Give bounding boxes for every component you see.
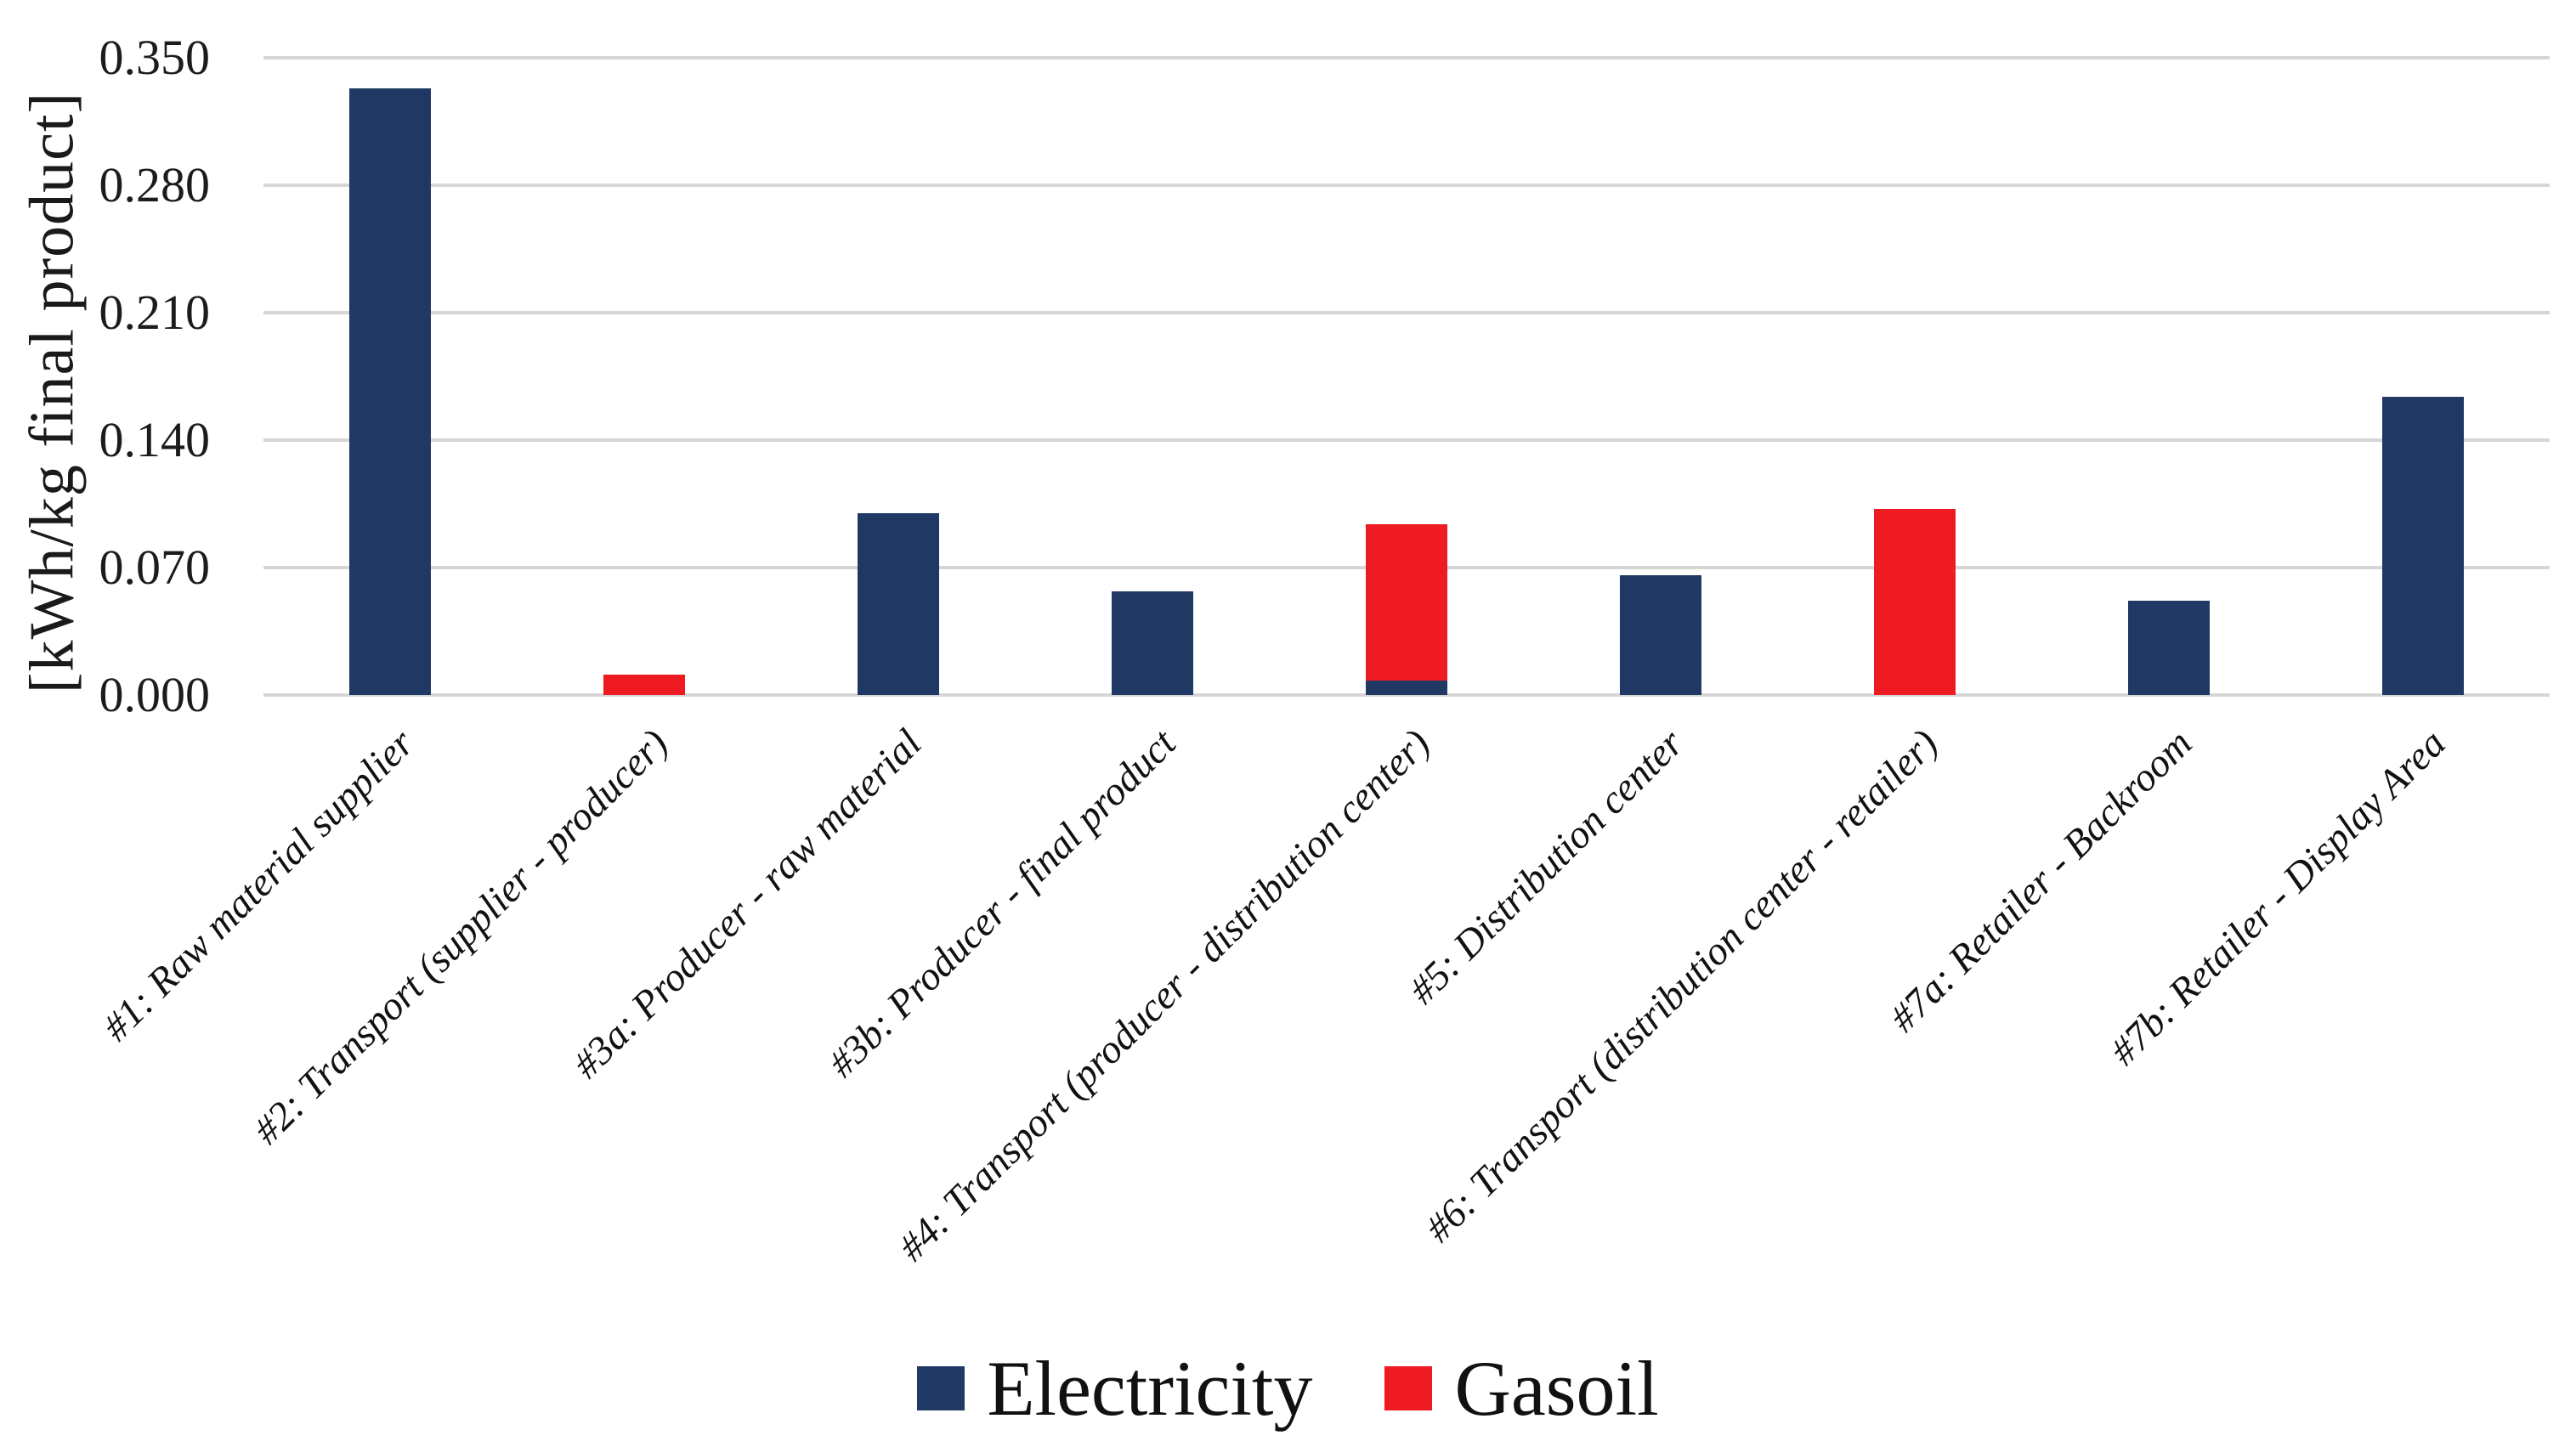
legend: Electricity Gasoil [0,1349,2576,1427]
x-axis-label: #5: Distribution center [1401,721,1693,1013]
bar-1 [349,88,432,695]
bar-segment-gasoil [1873,509,1956,695]
y-axis-tick-label: 0.210 [99,285,211,340]
y-axis-tick-label: 0.000 [99,667,211,722]
bar-slot [518,58,772,695]
y-axis-tick-label: 0.280 [99,157,211,212]
legend-label: Gasoil [1454,1345,1659,1432]
bar-segment-electricity [1112,591,1194,695]
y-axis-tick-label: 0.070 [99,540,211,595]
bar-slot [1533,58,1787,695]
y-axis-tick-label: 0.350 [99,30,211,85]
bar-3 [858,512,940,695]
bar-slot [1026,58,1280,695]
bar-segment-electricity [1619,574,1701,695]
bar-4 [1112,591,1194,695]
bar-segment-electricity [2381,396,2464,695]
bar-slot [772,58,1026,695]
bar-slot [1787,58,2041,695]
y-axis-tick-label: 0.140 [99,412,211,467]
plot-area [263,56,2550,697]
bar-9 [2381,396,2464,695]
bar-8 [2127,600,2210,695]
bar-segment-electricity [349,88,432,695]
bar-segment-electricity [858,512,940,695]
x-axis-label: #6: Transport (distribution center - ret… [1416,721,1947,1252]
bar-segment-electricity [1365,680,1447,695]
gridline [263,184,2550,187]
legend-swatch-gasoil-icon [1384,1366,1433,1410]
bar-slot [2041,58,2296,695]
bar-slot [263,58,518,695]
bar-segment-gasoil [1365,523,1447,681]
x-axis-label: #4: Transport (producer - distribution c… [889,721,1439,1270]
x-axis-label: #2: Transport (supplier - producer) [244,721,677,1153]
legend-item-gasoil: Gasoil [1384,1345,1659,1432]
bar-7 [1873,509,1956,695]
gridline [263,311,2550,314]
bar-5 [1365,523,1447,695]
bar-2 [603,675,686,695]
bar-segment-gasoil [603,675,686,695]
bar-6 [1619,574,1701,695]
gridline [263,56,2550,59]
legend-item-electricity: Electricity [917,1349,1312,1427]
legend-swatch-electricity-icon [917,1366,965,1410]
bar-segment-electricity [2127,600,2210,695]
bar-slot [1280,58,1534,695]
gridline [263,438,2550,442]
gridline [263,693,2550,697]
legend-label: Electricity [987,1345,1313,1432]
bar-slot [2296,58,2550,695]
